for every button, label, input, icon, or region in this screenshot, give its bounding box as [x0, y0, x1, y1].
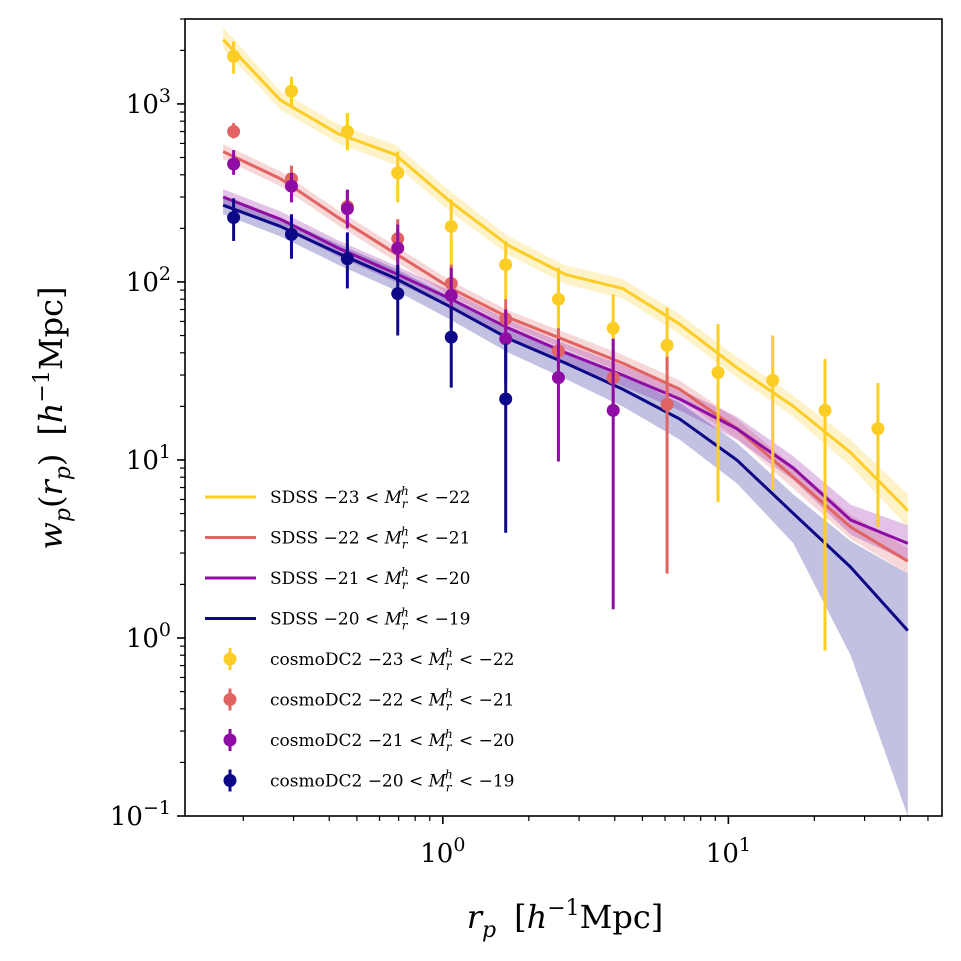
- data-point: [551, 292, 565, 306]
- x-tick-label: 101: [706, 834, 751, 869]
- legend-marker-swatch: [223, 652, 237, 666]
- legend: SDSS −23 < Mh r < −22 SDSS −22 < Mh r < −21…: [205, 484, 514, 795]
- plot-frame: [184, 18, 943, 817]
- sdss-line-2: [222, 150, 909, 563]
- legend-entry-line-2: SDSS −22 < Mh r < −21: [205, 525, 470, 552]
- legend-label: SDSS −20 < Mh r < −19: [270, 606, 470, 633]
- legend-entry-line-1: SDSS −23 < Mh r < −22: [205, 484, 470, 511]
- legend-entry-point-1: cosmoDC2 −23 < Mh r < −22: [223, 646, 514, 673]
- sdss-line-4: [222, 203, 909, 632]
- y-tick-label: 101: [126, 441, 171, 476]
- data-point: [551, 371, 565, 385]
- data-point: [227, 211, 241, 225]
- data-point: [340, 125, 354, 139]
- data-point: [444, 288, 458, 302]
- legend-label: SDSS −23 < Mh r < −22: [270, 484, 470, 511]
- band-1: [223, 27, 908, 528]
- data-point: [871, 422, 885, 436]
- data-point: [391, 241, 405, 255]
- legend-marker-swatch: [223, 733, 237, 747]
- data-point: [818, 403, 832, 417]
- legend-label: SDSS −22 < Mh r < −21: [270, 525, 470, 552]
- data-point: [340, 252, 354, 266]
- x-axis-ticks: 100 101: [242, 816, 929, 869]
- data-point: [660, 397, 674, 411]
- data-point: [227, 125, 241, 139]
- data-point: [284, 179, 298, 193]
- y-tick-label: 103: [126, 85, 171, 120]
- cosmodc2-series-4: [227, 198, 513, 533]
- sdss-line-1: [222, 38, 909, 512]
- x-tick-label: 100: [420, 834, 465, 869]
- cosmodc2-series-3: [227, 150, 620, 610]
- data-point: [499, 392, 513, 406]
- data-point: [711, 365, 725, 379]
- data-point: [340, 202, 354, 216]
- data-point: [391, 166, 405, 180]
- data-point: [444, 330, 458, 344]
- x-axis-label: rp [h−1Mpc]: [467, 896, 664, 943]
- y-tick-label: 102: [126, 263, 171, 298]
- data-point: [606, 403, 620, 417]
- legend-label: SDSS −21 < Mh r < −20: [270, 565, 470, 592]
- data-point: [444, 219, 458, 233]
- legend-entry-line-3: SDSS −21 < Mh r < −20: [205, 565, 470, 592]
- data-point: [227, 49, 241, 63]
- sdss-line-3: [222, 195, 909, 545]
- legend-label: cosmoDC2 −20 < Mh r < −19: [270, 768, 514, 795]
- legend-entry-point-2: cosmoDC2 −22 < Mh r < −21: [223, 687, 514, 714]
- y-axis-ticks: 10−1 100 101 102 103: [110, 18, 185, 832]
- data-point: [284, 84, 298, 98]
- legend-marker-swatch: [223, 774, 237, 787]
- data-point: [606, 321, 620, 335]
- y-axis-label: wp(rp)[h−1Mpc]: [30, 286, 76, 549]
- legend-label: cosmoDC2 −22 < Mh r < −21: [270, 687, 514, 714]
- sdss-lines: [222, 38, 909, 632]
- cosmodc2-points: [227, 41, 885, 651]
- legend-entry-point-4: cosmoDC2 −20 < Mh r < −19: [223, 768, 514, 795]
- data-point: [499, 332, 513, 346]
- data-point: [284, 227, 298, 241]
- legend-marker-swatch: [223, 693, 237, 706]
- legend-label: cosmoDC2 −21 < Mh r < −20: [270, 727, 514, 754]
- band-4: [223, 197, 908, 816]
- data-point: [499, 258, 513, 272]
- y-tick-label: 100: [126, 619, 171, 654]
- data-point: [227, 157, 241, 171]
- legend-entry-point-3: cosmoDC2 −21 < Mh r < −20: [223, 727, 514, 754]
- legend-entry-line-4: SDSS −20 < Mh r < −19: [205, 606, 470, 633]
- data-point: [660, 338, 674, 352]
- legend-label: cosmoDC2 −23 < Mh r < −22: [270, 646, 514, 673]
- data-point: [391, 287, 405, 301]
- y-tick-label: 10−1: [110, 797, 171, 832]
- data-point: [766, 373, 780, 387]
